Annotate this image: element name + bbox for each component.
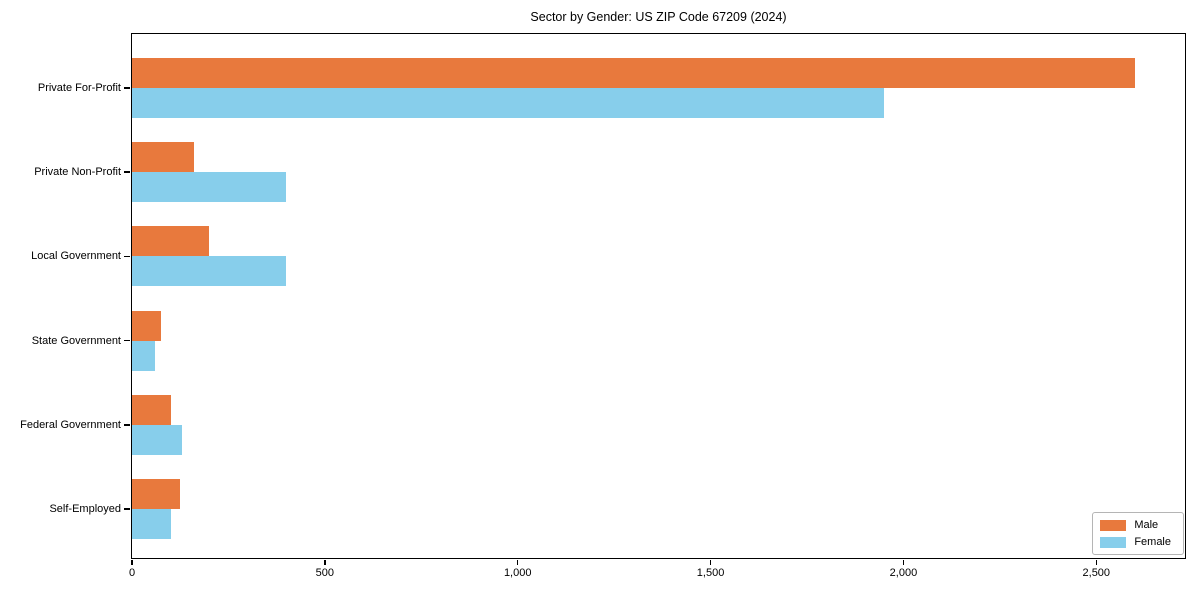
x-axis-tick <box>131 559 133 565</box>
y-axis-label-state-government: State Government <box>31 334 121 347</box>
x-axis-tick-label-1-000: 1,000 <box>503 567 532 579</box>
bar-female-private-non-profit <box>132 172 287 203</box>
y-axis-tick <box>124 424 130 426</box>
chart-title: Sector by Gender: US ZIP Code 67209 (202… <box>530 10 787 24</box>
bar-female-self-employed <box>132 509 171 539</box>
x-axis-tick-label-2-500: 2,500 <box>1082 567 1111 579</box>
legend-label-female: Female <box>1134 536 1171 548</box>
legend-entry-male: Male <box>1100 519 1171 531</box>
y-axis-label-private-for-profit: Private For-Profit <box>37 82 121 94</box>
legend: Male Female <box>1092 512 1184 555</box>
y-axis-tick <box>124 339 130 342</box>
legend-swatch-male <box>1100 519 1127 531</box>
bar-female-private-for-profit <box>132 88 885 118</box>
legend-swatch-female <box>1100 536 1127 548</box>
legend-label-male: Male <box>1134 519 1159 531</box>
y-axis-tick <box>124 171 130 173</box>
x-axis-tick <box>324 559 326 565</box>
bar-female-local-government <box>132 256 287 287</box>
x-axis-tick-label-500: 500 <box>315 567 335 579</box>
legend-entry-female: Female <box>1100 536 1171 548</box>
bar-male-federal-government <box>132 394 171 425</box>
bar-male-local-government <box>132 226 210 257</box>
bar-male-private-for-profit <box>132 58 1135 88</box>
y-axis-label-self-employed: Self-Employed <box>49 503 121 515</box>
y-axis-tick <box>124 255 130 258</box>
y-axis-tick <box>124 87 130 89</box>
x-axis-tick <box>516 559 519 565</box>
bar-female-state-government <box>132 340 156 371</box>
y-axis-label-federal-government: Federal Government <box>20 418 121 431</box>
plot-area: Private For-Profit Private Non-Profit Loca… <box>20 33 1186 579</box>
bar-male-state-government <box>132 310 161 341</box>
bar-male-private-non-profit <box>132 142 194 173</box>
y-axis-label-private-non-profit: Private Non-Profit <box>34 166 121 179</box>
bar-female-federal-government <box>132 424 183 455</box>
y-axis-label-local-government: Local Government <box>31 250 121 263</box>
x-axis-tick-label-2-000: 2,000 <box>889 567 918 579</box>
bar-male-self-employed <box>132 479 181 509</box>
x-axis-tick-label-1-500: 1,500 <box>696 567 725 579</box>
x-axis-tick <box>1095 559 1098 565</box>
y-axis-tick <box>124 508 130 510</box>
x-axis-tick <box>902 559 905 565</box>
x-axis-tick-label-0: 0 <box>128 567 136 579</box>
x-axis-tick <box>709 559 712 565</box>
